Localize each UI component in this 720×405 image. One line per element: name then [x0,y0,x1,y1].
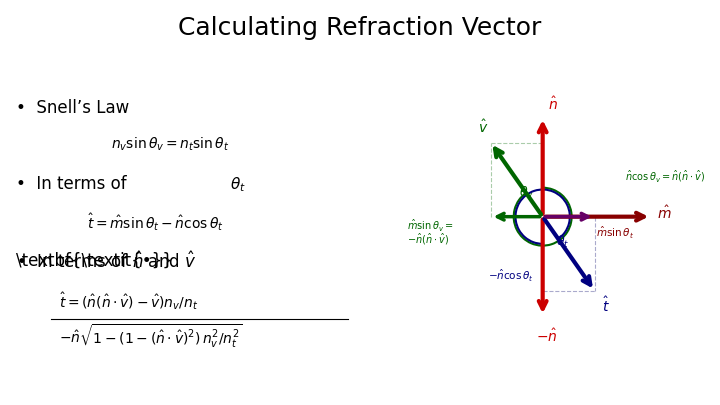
Text: $\theta_t$: $\theta_t$ [556,234,570,250]
Text: $-\hat{n}(\hat{n}\cdot\hat{v})$: $-\hat{n}(\hat{n}\cdot\hat{v})$ [407,232,449,247]
Text: \textbf{\textit{•}}: \textbf{\textit{•}} [16,252,173,270]
Text: Calculating Refraction Vector: Calculating Refraction Vector [179,16,541,40]
Text: $\theta_v$: $\theta_v$ [519,185,534,201]
Text: $-\hat{n}\sqrt{1-(1-(\hat{n}\cdot\hat{v})^2)\,n_v^2/n_t^2}$: $-\hat{n}\sqrt{1-(1-(\hat{n}\cdot\hat{v}… [60,323,243,350]
Text: •  Snell’s Law: • Snell’s Law [16,99,129,117]
Text: $\hat{t} = (\hat{n}(\hat{n}\cdot\hat{v}) - \hat{v})n_v/n_t$: $\hat{t} = (\hat{n}(\hat{n}\cdot\hat{v})… [60,290,199,312]
Text: $n_v \sin\theta_v = n_t \sin\theta_t$: $n_v \sin\theta_v = n_t \sin\theta_t$ [111,135,230,153]
Text: $-\hat{n}\cos\theta_t$: $-\hat{n}\cos\theta_t$ [488,267,534,284]
Text: $\hat{t} = \hat{m}\sin\theta_t - \hat{n}\cos\theta_t$: $\hat{t} = \hat{m}\sin\theta_t - \hat{n}… [87,212,224,233]
Text: $-\hat{n}$: $-\hat{n}$ [536,328,557,345]
Text: $\hat{v}$: $\hat{v}$ [478,119,489,136]
Text: •  In terms of $\hat{n}$ and $\hat{v}$: • In terms of $\hat{n}$ and $\hat{v}$ [16,252,197,273]
Text: $\hat{t}$: $\hat{t}$ [602,296,610,315]
Text: $\hat{n}$: $\hat{n}$ [548,95,558,113]
Text: •  In terms of: • In terms of [16,175,127,193]
Text: $\hat{m}\sin\theta_t$: $\hat{m}\sin\theta_t$ [596,225,634,241]
Text: $\theta_t$: $\theta_t$ [230,175,246,194]
Text: $\hat{m}\sin\theta_v =$: $\hat{m}\sin\theta_v =$ [407,218,454,234]
Text: $\hat{m}$: $\hat{m}$ [657,205,671,222]
Text: $\hat{n}\cos\theta_v = \hat{n}(\hat{n}\cdot\hat{v})$: $\hat{n}\cos\theta_v = \hat{n}(\hat{n}\c… [625,168,705,184]
